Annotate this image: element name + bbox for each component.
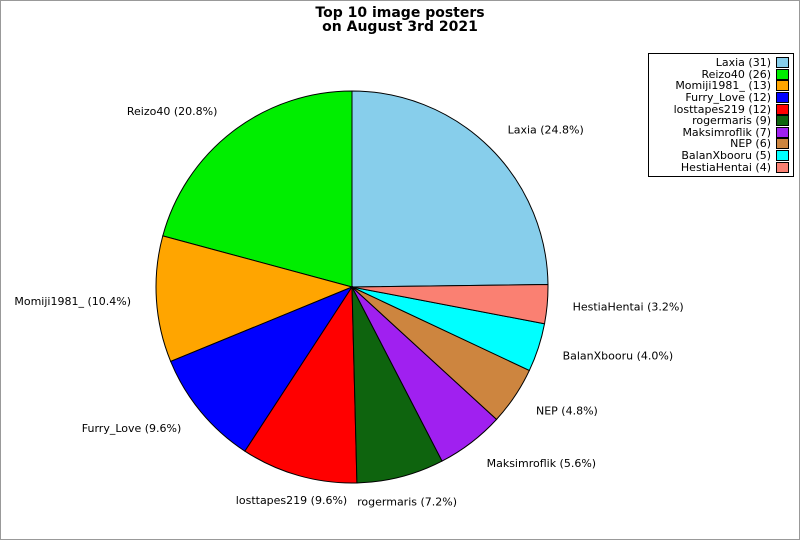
legend-item-momiji1981: Momiji1981_ (13) bbox=[652, 80, 789, 92]
pie-slice-hestiahentai bbox=[351, 284, 549, 325]
legend-swatch bbox=[776, 57, 789, 69]
legend-swatch bbox=[776, 150, 789, 162]
slice-label-rogermaris: rogermaris (7.2%) bbox=[357, 496, 457, 509]
legend-item-laxia: Laxia (31) bbox=[652, 57, 789, 69]
chart-title: Top 10 image posters on August 3rd 2021 bbox=[1, 6, 799, 34]
legend-item-losttapes219: losttapes219 (12) bbox=[652, 103, 789, 115]
legend-item-maksimroflik: Maksimroflik (7) bbox=[652, 125, 789, 139]
legend-item-rogermaris: rogermaris (9) bbox=[652, 115, 789, 127]
legend-item-nep: NEP (6) bbox=[652, 138, 789, 150]
legend-item-balanxbooru: BalanXbooru (5) bbox=[652, 150, 789, 162]
pie-slice-furry-love bbox=[170, 285, 354, 452]
legend-label: Maksimroflik (7) bbox=[682, 125, 771, 139]
legend-swatch bbox=[776, 126, 789, 138]
legend-label: Laxia (31) bbox=[715, 56, 771, 70]
pie-slice-losttapes219 bbox=[244, 285, 358, 484]
slice-label-balanxbooru: BalanXbooru (4.0%) bbox=[563, 349, 674, 362]
legend-item-reizo40: Reizo40 (26) bbox=[652, 67, 789, 81]
pie-slice-reizo40 bbox=[162, 90, 353, 288]
slice-label-hestiahentai: HestiaHentai (3.2%) bbox=[573, 301, 684, 314]
pie-slice-momiji1981 bbox=[155, 235, 354, 363]
legend-item-furry-love: Furry_Love (12) bbox=[652, 92, 789, 104]
slice-label-reizo40: Reizo40 (20.8%) bbox=[127, 105, 218, 118]
legend-label: losttapes219 (12) bbox=[673, 102, 771, 116]
legend-label: Momiji1981_ (13) bbox=[675, 79, 771, 93]
legend-swatch bbox=[776, 138, 789, 150]
chart-title-line1: Top 10 image posters bbox=[315, 5, 485, 21]
pie-slice-laxia bbox=[351, 90, 549, 288]
legend-label: HestiaHentai (4) bbox=[680, 160, 771, 174]
slice-label-losttapes219: losttapes219 (9.6%) bbox=[236, 494, 347, 507]
slice-label-maksimroflik: Maksimroflik (5.6%) bbox=[487, 457, 596, 470]
legend-swatch bbox=[776, 103, 789, 115]
legend-swatch bbox=[776, 161, 789, 173]
slice-label-laxia: Laxia (24.8%) bbox=[508, 123, 584, 136]
legend: Laxia (31) Reizo40 (26) Momiji1981_ (13) Fu… bbox=[648, 53, 794, 177]
legend-label: NEP (6) bbox=[730, 137, 771, 151]
slice-label-furry-love: Furry_Love (9.6%) bbox=[82, 422, 182, 435]
legend-swatch bbox=[776, 92, 789, 104]
slice-label-nep: NEP (4.8%) bbox=[536, 404, 598, 417]
legend-label: BalanXbooru (5) bbox=[681, 149, 771, 163]
legend-label: Furry_Love (12) bbox=[685, 91, 771, 105]
legend-swatch bbox=[776, 115, 789, 127]
chart-title-line2: on August 3rd 2021 bbox=[322, 19, 478, 35]
legend-label: Reizo40 (26) bbox=[701, 67, 771, 81]
legend-swatch bbox=[776, 68, 789, 80]
legend-item-hestiahentai: HestiaHentai (4) bbox=[652, 161, 789, 173]
legend-swatch bbox=[776, 80, 789, 92]
legend-label: rogermaris (9) bbox=[692, 114, 771, 128]
slice-label-momiji1981: Momiji1981_ (10.4%) bbox=[14, 295, 131, 308]
